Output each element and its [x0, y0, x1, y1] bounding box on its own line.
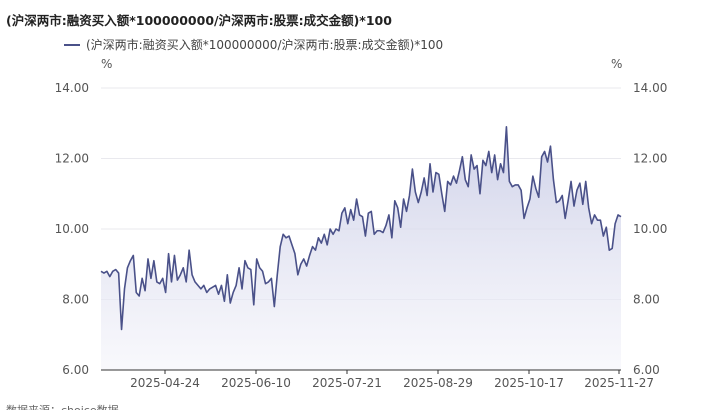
y-tick-label-right: 10.00 [633, 222, 667, 236]
legend-label: (沪深两市:融资买入额*100000000/沪深两市:股票:成交金额)*100 [86, 38, 444, 52]
y-unit-left: % [101, 57, 112, 71]
series-area [100, 125, 622, 371]
y-tick-label-left: 6.00 [62, 363, 89, 377]
footer-note: 数据来源：choice数据 [6, 402, 119, 410]
axes: 6.00 6.00 8.00 8.00 10.00 10.00 12.00 12.00 14.0… [55, 57, 668, 390]
y-unit-right: % [611, 57, 622, 71]
legend-swatch-icon [64, 43, 80, 46]
y-tick-label-left: 12.00 [55, 152, 89, 166]
y-tick-label-right: 6.00 [633, 363, 660, 377]
y-tick-label-left: 14.00 [55, 81, 89, 95]
x-tick-label: 2025-04-24 [130, 376, 200, 390]
y-tick-label-left: 8.00 [62, 293, 89, 307]
y-tick-label-left: 10.00 [55, 222, 89, 236]
chart-title: (沪深两市:融资买入额*100000000/沪深两市:股票:成交金额)*100 [6, 13, 392, 28]
x-tick-label: 2025-08-29 [403, 376, 473, 390]
series-line [100, 125, 622, 331]
x-tick-label: 2025-06-10 [221, 376, 291, 390]
legend[interactable]: (沪深两市:融资买入额*100000000/沪深两市:股票:成交金额)*100 [64, 36, 443, 53]
x-tick-label: 2025-10-17 [494, 376, 564, 390]
y-tick-label-right: 12.00 [633, 152, 667, 166]
y-tick-label-right: 8.00 [633, 293, 660, 307]
series-area-fill [101, 126, 621, 371]
x-tick-label: 2025-11-27 [584, 376, 654, 390]
x-tick-label: 2025-07-21 [312, 376, 382, 390]
y-tick-label-right: 14.00 [633, 81, 667, 95]
